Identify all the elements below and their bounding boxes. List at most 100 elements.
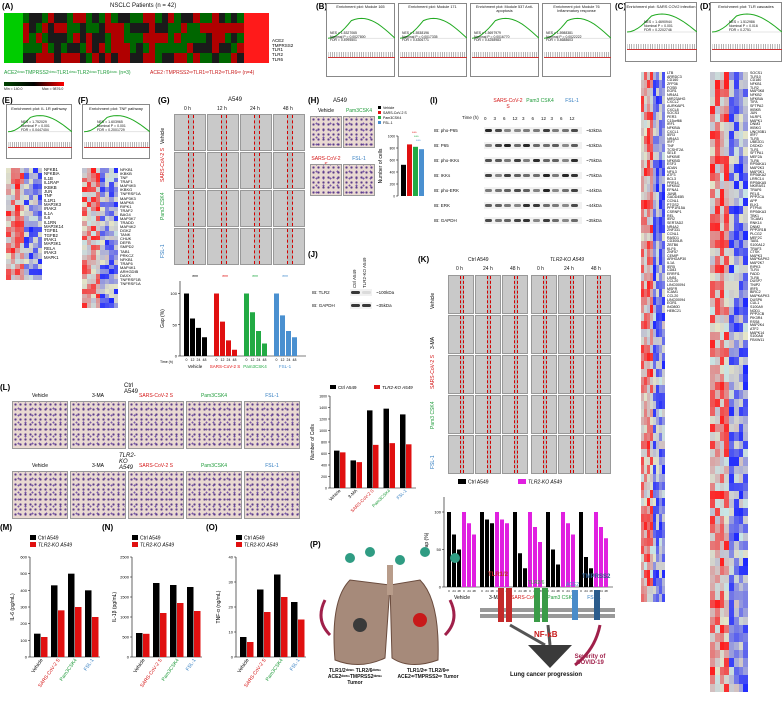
heatmap-cell: [710, 122, 715, 131]
heatmap-cell: [650, 465, 653, 474]
time-tick: 24: [518, 589, 522, 593]
category-label: Pam3CSK4: [59, 658, 79, 683]
gene-label: TNIP2: [750, 283, 761, 288]
heatmap-cell: [193, 33, 200, 43]
heatmap-cell: [719, 398, 725, 408]
tick-label: 600: [20, 555, 27, 560]
bar: [136, 633, 143, 657]
heatmap-cell: [733, 490, 739, 500]
heatmap-cell: [662, 192, 665, 201]
blot-band: [523, 189, 531, 192]
heatmap-cell: [91, 254, 96, 260]
heatmap-cell: [82, 192, 87, 197]
bar: [281, 597, 288, 657]
gene-label: RASD1: [667, 235, 679, 240]
gene-label: IL1A: [667, 261, 675, 266]
heatmap-cell: [250, 13, 257, 23]
heatmap-cell: [738, 516, 744, 525]
heatmap-cell: [113, 264, 118, 270]
time-tick: 12: [251, 358, 255, 362]
heatmap-cell: [33, 205, 38, 211]
heatmap-cell: [656, 593, 659, 602]
heatmap-cell: [86, 235, 91, 241]
heatmap-cell: [729, 239, 734, 248]
heatmap-cell: [724, 683, 729, 692]
heatmap-cell: [33, 237, 38, 243]
heatmap-cell: [41, 13, 49, 23]
heatmap-cell: [95, 264, 100, 270]
blot-band: [504, 174, 512, 177]
heatmap-cell: [24, 237, 29, 243]
time-tick: 3: [493, 116, 497, 121]
heatmap-cell: [109, 230, 114, 236]
heatmap-cell: [109, 187, 114, 193]
category-label: Pam3 CSK4: [547, 595, 575, 601]
gene-label: CEMIP: [667, 253, 679, 258]
heatmap-cell: [719, 365, 725, 374]
heatmap-cell: [738, 306, 744, 315]
heatmap-cell: [724, 164, 729, 173]
heatmap-cell: [733, 314, 739, 324]
heatmap-cell: [714, 516, 720, 525]
bar: [356, 462, 362, 488]
heatmap-cell: [10, 274, 15, 280]
heatmap-cell: [641, 248, 644, 257]
heatmap-cell: [37, 205, 42, 211]
heatmap-cell: [19, 248, 24, 254]
column-group-label: TLR2-KO A549: [550, 257, 584, 263]
blot-strip: [484, 157, 582, 164]
blot-band: [571, 189, 579, 192]
heatmap-cell: [714, 323, 720, 332]
heatmap-cell: [91, 168, 96, 173]
heatmap-cell: [729, 306, 734, 315]
heatmap-cell: [662, 593, 665, 602]
heatmap-cell: [86, 33, 93, 43]
row-label: Pam3 CSK4: [430, 401, 436, 429]
heatmap-cell: [656, 144, 659, 153]
heatmap-cell: [650, 136, 653, 145]
heatmap-cell: [130, 23, 137, 33]
heatmap-cell: [714, 172, 720, 181]
heatmap-cell: [729, 180, 734, 190]
heatmap-cell: [656, 545, 659, 554]
heatmap-cell: [714, 666, 720, 676]
heatmap-cell: [659, 465, 662, 474]
heatmap-cell: [724, 113, 729, 123]
heatmap-cell: [22, 23, 30, 33]
heatmap-cell: [95, 211, 100, 217]
heatmap-cell: [647, 409, 650, 418]
heatmap-cell: [710, 239, 715, 248]
heatmap-cell: [95, 216, 100, 222]
cell-line-title: A549: [228, 97, 243, 103]
heatmap-cell: [743, 239, 748, 248]
bar: [214, 293, 219, 356]
heatmap-cell: [733, 583, 739, 592]
heatmap-cell: [719, 641, 725, 651]
axis-label: IL-1β (pg/mL): [112, 592, 118, 622]
heatmap-cell: [28, 184, 33, 190]
bar: [34, 633, 41, 657]
bar: [244, 293, 249, 356]
tick-label: 200: [321, 475, 327, 479]
heatmap-cell: [647, 128, 650, 137]
heatmap-cell: [95, 177, 100, 183]
heatmap-cell: [719, 591, 725, 600]
heatmap-cell: [662, 200, 665, 209]
heatmap-cell: [738, 281, 744, 290]
heatmap-cell: [15, 232, 20, 238]
heatmap-cell: [743, 306, 748, 315]
heatmap-cell: [644, 505, 647, 514]
heatmap-cell: [155, 53, 162, 63]
gene-label: LINC00094: [667, 297, 686, 302]
gene-label: S100A9: [750, 305, 763, 309]
heatmap-cell: [662, 497, 665, 506]
heatmap-cell: [10, 242, 15, 248]
heatmap-cell: [100, 192, 105, 197]
heatmap-cell: [710, 474, 715, 483]
heatmap-cell: [724, 314, 729, 324]
heatmap-cell: [743, 80, 748, 89]
heatmap-cell: [662, 409, 665, 418]
gsea-fdr: FDR = 0.2001729: [97, 127, 125, 132]
heatmap-cell: [113, 283, 118, 289]
heatmap-cell: [743, 516, 748, 525]
